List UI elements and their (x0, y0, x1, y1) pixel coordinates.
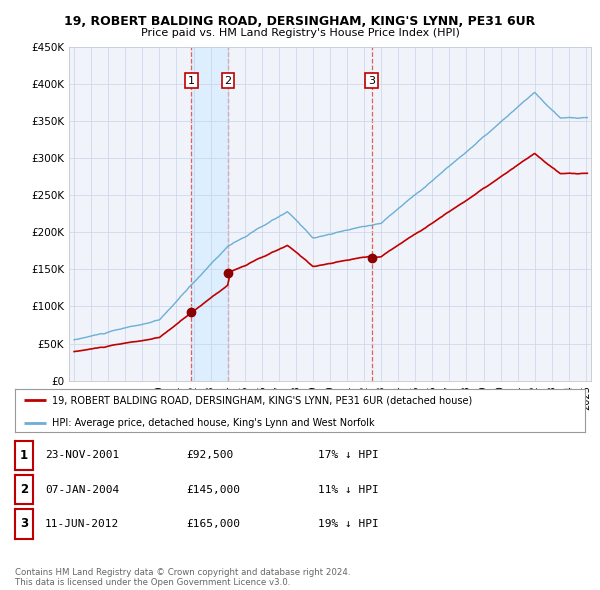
Text: 2: 2 (224, 76, 232, 86)
Text: 1: 1 (188, 76, 195, 86)
Text: £165,000: £165,000 (186, 519, 240, 529)
Text: 23-NOV-2001: 23-NOV-2001 (45, 451, 119, 460)
Text: Price paid vs. HM Land Registry's House Price Index (HPI): Price paid vs. HM Land Registry's House … (140, 28, 460, 38)
Bar (191, 47, 227, 381)
Text: 3: 3 (20, 517, 28, 530)
Text: £92,500: £92,500 (186, 451, 233, 460)
Text: 17% ↓ HPI: 17% ↓ HPI (318, 451, 379, 460)
Text: 19, ROBERT BALDING ROAD, DERSINGHAM, KING'S LYNN, PE31 6UR: 19, ROBERT BALDING ROAD, DERSINGHAM, KIN… (64, 15, 536, 28)
Text: 11-JUN-2012: 11-JUN-2012 (45, 519, 119, 529)
Text: HPI: Average price, detached house, King's Lynn and West Norfolk: HPI: Average price, detached house, King… (52, 418, 374, 428)
Text: 3: 3 (368, 76, 375, 86)
Text: 07-JAN-2004: 07-JAN-2004 (45, 485, 119, 494)
Text: 19, ROBERT BALDING ROAD, DERSINGHAM, KING'S LYNN, PE31 6UR (detached house): 19, ROBERT BALDING ROAD, DERSINGHAM, KIN… (52, 395, 472, 405)
Text: Contains HM Land Registry data © Crown copyright and database right 2024.
This d: Contains HM Land Registry data © Crown c… (15, 568, 350, 587)
Text: £145,000: £145,000 (186, 485, 240, 494)
Text: 11% ↓ HPI: 11% ↓ HPI (318, 485, 379, 494)
Text: 19% ↓ HPI: 19% ↓ HPI (318, 519, 379, 529)
Text: 2: 2 (20, 483, 28, 496)
Text: 1: 1 (20, 449, 28, 462)
